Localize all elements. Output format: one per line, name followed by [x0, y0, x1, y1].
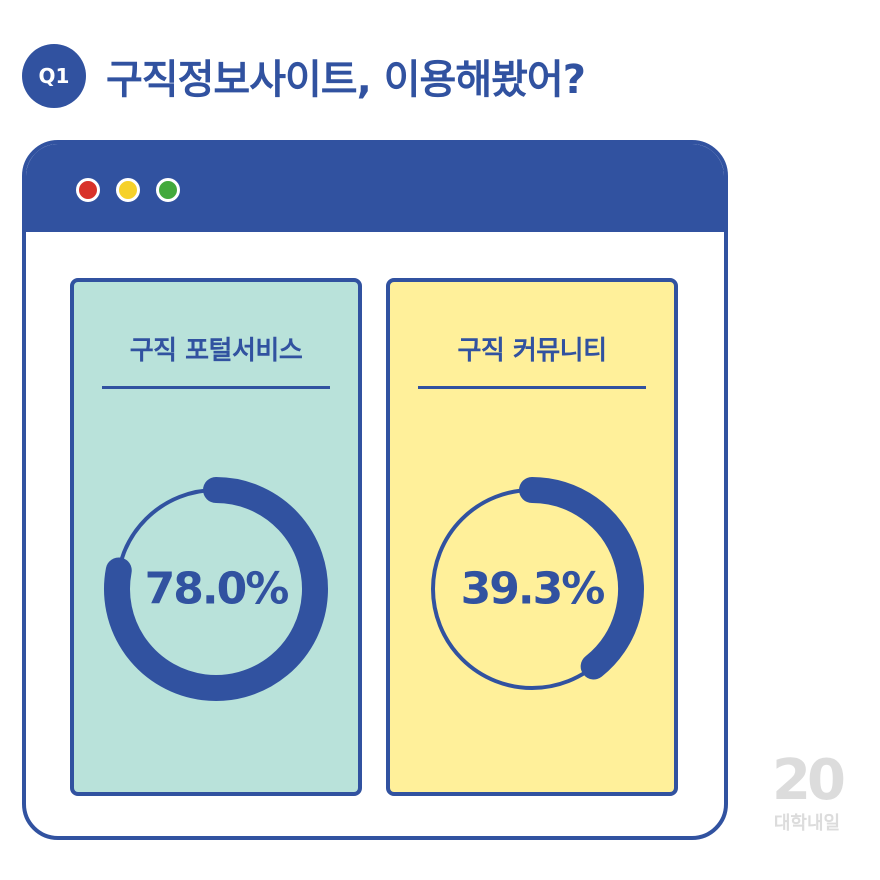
- panel-job-portal: 구직 포털서비스 78.0%: [70, 278, 362, 796]
- panel-job-community: 구직 커뮤니티 39.3%: [386, 278, 678, 796]
- minimize-dot-icon: [116, 178, 140, 202]
- browser-window: 구직 포털서비스 78.0% 구직 커뮤니티 39.3%: [22, 140, 728, 840]
- question-badge: Q1: [22, 44, 86, 108]
- donut-value-label: 78.0%: [145, 564, 289, 615]
- donut-chart: 39.3%: [431, 477, 644, 690]
- donut-chart: 78.0%: [104, 477, 328, 701]
- window-titlebar: [26, 144, 724, 232]
- panel-title: 구직 커뮤니티: [457, 336, 607, 366]
- panel-divider: [418, 386, 646, 389]
- brand-logo: 20 대학내일: [762, 750, 852, 836]
- maximize-dot-icon: [156, 178, 180, 202]
- brand-number: 20: [772, 748, 846, 813]
- donut-arc: [519, 477, 644, 680]
- close-dot-icon: [76, 178, 100, 202]
- donut-arc: [104, 477, 328, 701]
- brand-name: 대학내일: [773, 813, 841, 834]
- panel-divider: [102, 386, 330, 389]
- page-title: 구직정보사이트, 이용해봤어?: [106, 57, 586, 103]
- panel-title: 구직 포털서비스: [129, 336, 303, 366]
- donut-value-label: 39.3%: [461, 564, 605, 615]
